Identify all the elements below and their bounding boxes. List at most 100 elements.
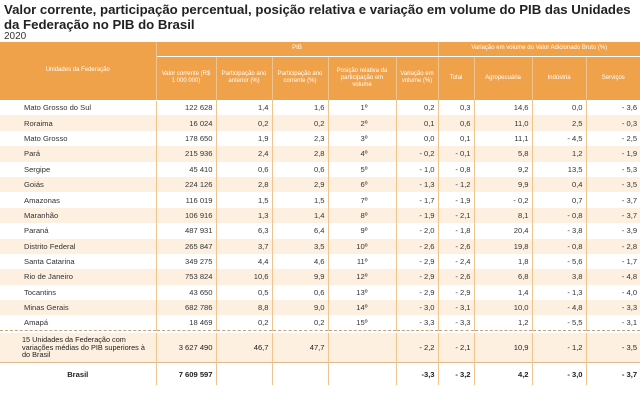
total-valor: 7 609 597 [156, 362, 217, 385]
cell-valor: 116 019 [156, 192, 217, 208]
cell-ind: - 0,8 [532, 207, 587, 224]
total-part-cor [272, 362, 329, 385]
cell-ind: 0,4 [532, 176, 587, 193]
cell-serv: - 1,7 [621, 257, 638, 267]
cell-valor: 349 275 [156, 253, 217, 270]
cell-part-ant: 2,4 [216, 146, 273, 162]
cell-var: - 2,9 [396, 284, 439, 301]
cell-part-cor: 6,4 [272, 223, 329, 239]
cell-ind: - 4,8 [532, 300, 587, 316]
table-row: Sergipe 45 410 0,6 0,6 5º - 1,0- 0,8 9,2 13,5- … [0, 161, 640, 177]
cell-pos: 15º [328, 315, 397, 331]
cell-valor: 682 786 [156, 300, 217, 316]
cell-part-ant: 1,4 [216, 100, 273, 116]
cell-agro: 9,9 [474, 176, 533, 193]
cell-valor: 753 824 [156, 269, 217, 285]
header-group-row: Unidades da Federação PIB Variação em vo… [0, 42, 640, 101]
summary-part-cor: 47,7 [272, 332, 329, 363]
table-row: Roraima 16 024 0,2 0,2 2º 0,1 0,6 11,0 2,5- 0,3 [0, 115, 640, 131]
cell-pos: 4º [328, 146, 397, 162]
cell-part-ant: 4,4 [216, 253, 273, 270]
cell-serv: - 3,1 [621, 318, 638, 328]
cell-part-ant: 0,2 [216, 115, 273, 131]
cell-pos: 10º [328, 238, 397, 254]
cell-part-ant: 1,9 [216, 130, 273, 147]
cell-pos: 1º [328, 100, 397, 116]
cell-total: - 2,9 [438, 284, 475, 301]
header-part-cor: Participação ano corrente (%) [272, 56, 329, 100]
header-agro: Agropecuária [474, 56, 533, 100]
cell-var: - 2,6 [396, 238, 439, 254]
total-part-ant [216, 362, 273, 385]
table-row: Goiás 224 126 2,8 2,9 6º - 1,3- 1,2 9,9 0,4- 3,… [0, 176, 640, 193]
cell-part-cor: 1,5 [272, 192, 329, 208]
cell-var: - 3,0 [396, 300, 439, 316]
total-ind: - 3,0 [532, 362, 587, 385]
table-row: Minas Gerais 682 786 8,8 9,0 14º - 3,0- 3,1 10… [0, 300, 640, 316]
cell-total: 0,6 [438, 115, 475, 131]
cell-pos: 5º [328, 161, 397, 177]
cell-serv: - 3,6 [621, 103, 638, 113]
cell-var: 0,1 [396, 115, 439, 131]
table-body: Mato Grosso do Sul 122 628 1,4 1,6 1º 0,2 0,3 1… [0, 100, 640, 385]
total-uf: Brasil [0, 362, 157, 385]
cell-total: - 1,8 [438, 223, 475, 239]
cell-ind: - 4,5 [532, 130, 587, 147]
cell-part-ant: 0,6 [216, 161, 273, 177]
cell-total: - 2,4 [438, 253, 475, 270]
table-row: Maranhão 106 916 1,3 1,4 8º - 1,9- 2,1 8,1- 0,… [0, 207, 640, 224]
cell-part-ant: 6,3 [216, 223, 273, 239]
cell-serv: - 1,9 [586, 146, 640, 162]
cell-ind: 0,0 [532, 100, 587, 116]
summary-total: - 2,1 [438, 332, 475, 363]
cell-part-cor: 2,9 [272, 176, 329, 193]
cell-total: - 3,3 [438, 315, 475, 331]
header-part-ant: Participação ano anterior (%) [216, 56, 273, 100]
cell-serv: - 4,0 [621, 287, 638, 297]
cell-valor: 122 628 [156, 100, 217, 116]
cell-serv: - 3,5 [586, 176, 640, 193]
summary-ind: - 1,2 [532, 332, 587, 363]
cell-total: - 0,8 [438, 161, 475, 177]
table-row: Amapá 18 469 0,2 0,2 15º - 3,3- 3,3 1,2- 5,5- … [0, 315, 640, 331]
cell-agro: 8,1 [474, 207, 533, 224]
cell-var: - 2,0 [396, 223, 439, 239]
cell-var: 0,0 [396, 130, 439, 147]
cell-pos: 13º [328, 284, 397, 301]
cell-total: - 0,1 [438, 146, 475, 162]
cell-agro: 1,4 [474, 284, 533, 301]
cell-part-ant: 0,5 [216, 284, 273, 301]
cell-pos: 6º [328, 176, 397, 193]
cell-ind: 2,5 [532, 115, 587, 131]
cell-uf: Goiás [0, 176, 157, 193]
table-row: Tocantins 43 650 0,5 0,6 13º - 2,9- 2,9 1,4- 1… [0, 284, 640, 301]
cell-serv: - 5,3 [621, 164, 638, 174]
cell-ind: 3,8 [532, 269, 587, 285]
cell-uf: Rio de Janeiro [0, 269, 157, 285]
cell-agro: 11,0 [474, 115, 533, 131]
cell-pos: 3º [328, 130, 397, 147]
cell-uf: Tocantins [0, 284, 157, 301]
cell-total: - 2,1 [438, 207, 475, 224]
cell-serv: - 3,3 [586, 300, 640, 316]
cell-serv: - 2,5 [621, 133, 638, 143]
header-industria: Indústria [532, 56, 587, 100]
cell-part-cor: 9,0 [272, 300, 329, 316]
cell-valor: 224 126 [156, 176, 217, 193]
header-unit: Unidades da Federação [0, 42, 157, 101]
cell-pos: 11º [328, 253, 397, 270]
cell-serv: - 3,9 [621, 226, 638, 236]
cell-part-ant: 0,2 [216, 315, 273, 331]
cell-total: - 1,9 [438, 192, 475, 208]
total-var: -3,3 [396, 362, 439, 385]
cell-part-ant: 8,8 [216, 300, 273, 316]
cell-pos: 14º [328, 300, 397, 316]
cell-var: - 0,2 [396, 146, 439, 162]
pib-table: Unidades da Federação PIB Variação em vo… [0, 42, 640, 385]
cell-uf: Mato Grosso do Sul [0, 100, 157, 116]
header-valor: Valor corrente (R$ 1 000 000) [156, 56, 217, 100]
cell-ind: - 0,8 [532, 238, 587, 254]
summary-agro: 10,9 [474, 332, 533, 363]
cell-uf: Amazonas [0, 192, 157, 208]
cell-part-cor: 9,9 [272, 269, 329, 285]
